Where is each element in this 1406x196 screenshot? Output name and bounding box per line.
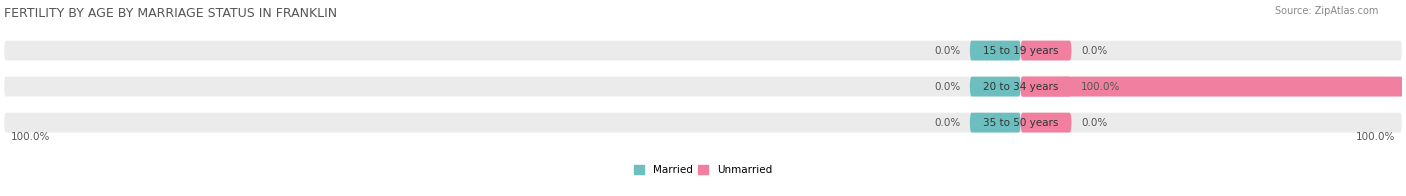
- Text: 0.0%: 0.0%: [934, 82, 960, 92]
- Text: 0.0%: 0.0%: [934, 118, 960, 128]
- Text: 0.0%: 0.0%: [1081, 118, 1108, 128]
- Text: 20 to 34 years: 20 to 34 years: [983, 82, 1059, 92]
- Text: FERTILITY BY AGE BY MARRIAGE STATUS IN FRANKLIN: FERTILITY BY AGE BY MARRIAGE STATUS IN F…: [4, 7, 337, 20]
- Text: 100.0%: 100.0%: [10, 132, 49, 142]
- FancyBboxPatch shape: [1021, 77, 1071, 96]
- Text: 0.0%: 0.0%: [1081, 45, 1108, 56]
- Text: 35 to 50 years: 35 to 50 years: [983, 118, 1059, 128]
- FancyBboxPatch shape: [1021, 77, 1406, 96]
- FancyBboxPatch shape: [970, 77, 1021, 96]
- FancyBboxPatch shape: [1021, 41, 1071, 61]
- FancyBboxPatch shape: [970, 113, 1021, 132]
- FancyBboxPatch shape: [970, 41, 1021, 61]
- Text: 15 to 19 years: 15 to 19 years: [983, 45, 1059, 56]
- Text: Source: ZipAtlas.com: Source: ZipAtlas.com: [1274, 6, 1378, 16]
- FancyBboxPatch shape: [4, 77, 1402, 96]
- FancyBboxPatch shape: [4, 113, 1402, 132]
- Text: 0.0%: 0.0%: [934, 45, 960, 56]
- Legend: Married, Unmarried: Married, Unmarried: [630, 161, 776, 179]
- Text: 100.0%: 100.0%: [1081, 82, 1121, 92]
- FancyBboxPatch shape: [1021, 113, 1071, 132]
- Text: 100.0%: 100.0%: [1357, 132, 1396, 142]
- FancyBboxPatch shape: [4, 41, 1402, 61]
